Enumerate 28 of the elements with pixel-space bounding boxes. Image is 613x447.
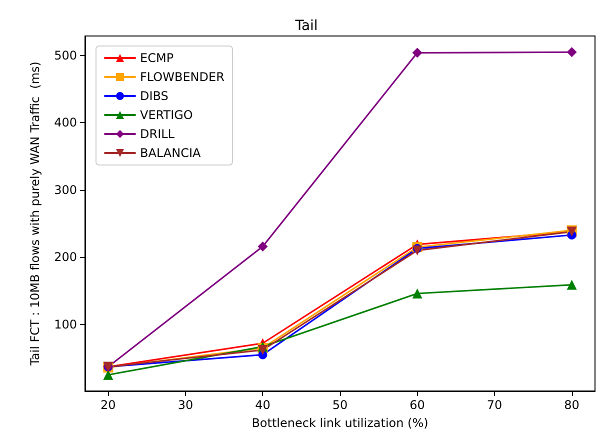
x-tick-label: 60 — [410, 398, 425, 412]
x-tick-label: 20 — [100, 398, 116, 412]
legend-label: DIBS — [140, 89, 168, 103]
point — [258, 241, 268, 252]
point — [412, 48, 422, 58]
point — [566, 280, 577, 290]
point — [412, 288, 422, 299]
legend-label: BALANCIA — [140, 146, 202, 160]
x-axis-title: Bottleneck link utilization (%) — [252, 416, 428, 430]
legend-label: ECMP — [140, 51, 174, 65]
x-tick-label: 30 — [178, 398, 194, 412]
point — [412, 245, 422, 256]
x-tick-label: 80 — [564, 398, 580, 412]
y-tick-label: 500 — [54, 48, 77, 62]
chart-title: Tail — [294, 18, 318, 34]
y-tick-label: 100 — [54, 317, 77, 332]
x-tick-label: 70 — [486, 398, 502, 412]
y-tick-label: 300 — [54, 182, 77, 197]
y-tick-label: 200 — [54, 250, 77, 264]
x-tick-label: 40 — [255, 398, 270, 412]
legend-label: FLOWBENDER — [140, 70, 224, 84]
point — [566, 47, 577, 58]
point — [103, 370, 114, 380]
y-axis-title: Tail FCT : 10MB flows with purely WAN Traffic (ms) — [28, 62, 42, 366]
legend-label: DRILL — [140, 127, 175, 141]
x-tick-label: 50 — [332, 398, 348, 412]
legend-label: VERTIGO — [140, 108, 193, 122]
y-tick-label: 400 — [54, 116, 77, 130]
